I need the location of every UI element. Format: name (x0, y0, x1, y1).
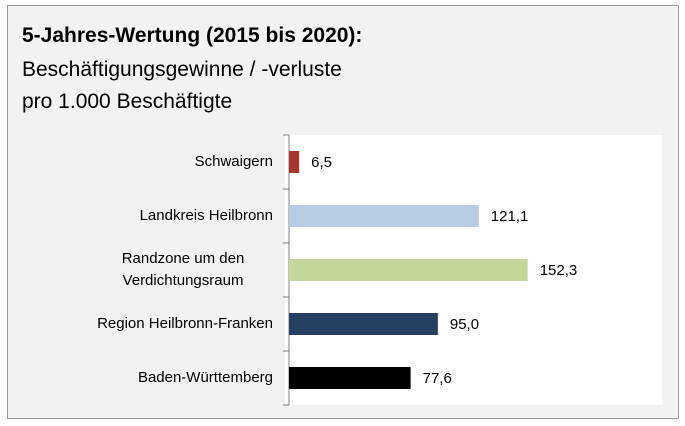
category-label: Landkreis Heilbronn (139, 207, 273, 224)
value-label: 152,3 (540, 262, 578, 279)
bar (289, 205, 479, 227)
chart-subtitle: pro 1.000 Beschäftigte (22, 90, 233, 113)
value-label: 95,0 (450, 316, 479, 333)
category-label: Schwaigern (194, 153, 273, 170)
bar (289, 259, 528, 281)
category-label: Randzone um den Verdichtungsraum (121, 250, 245, 289)
value-label: 77,6 (423, 370, 452, 387)
bar (289, 151, 300, 173)
bar (289, 313, 438, 335)
value-label: 6,5 (311, 154, 332, 171)
category-label: Region Heilbronn-Franken (97, 315, 273, 332)
chart-subtitle: Beschäftigungsgewinne / -verluste (22, 58, 342, 81)
category-label: Baden-Württemberg (137, 369, 273, 386)
chart-title: 5-Jahres-Wertung (2015 bis 2020): (22, 24, 363, 47)
bar (289, 367, 411, 389)
value-label: 121,1 (491, 208, 529, 225)
